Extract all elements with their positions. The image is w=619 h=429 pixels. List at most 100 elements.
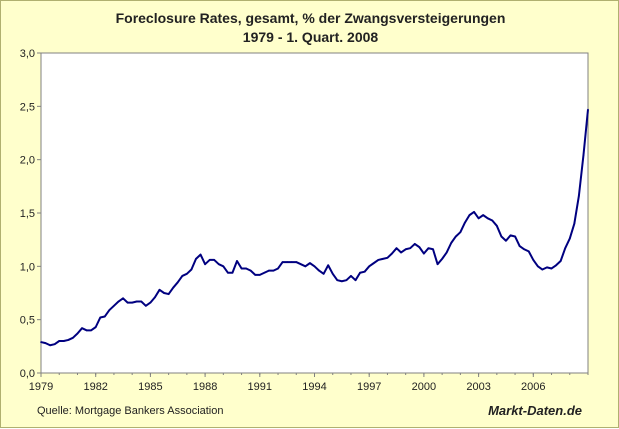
data-point: [154, 296, 156, 299]
data-point: [578, 195, 580, 197]
data-point: [304, 265, 307, 268]
data-point: [44, 342, 47, 344]
data-point: [126, 301, 129, 304]
data-point: [67, 339, 70, 341]
data-point: [359, 271, 361, 274]
data-point: [62, 340, 65, 342]
data-point: [537, 265, 539, 268]
y-tick-label: 0,0: [20, 368, 35, 380]
data-point: [409, 247, 412, 249]
y-tick-label: 3,0: [20, 48, 35, 60]
data-point: [386, 257, 389, 259]
data-point: [81, 327, 83, 330]
data-point: [163, 292, 165, 294]
data-point: [99, 316, 102, 319]
data-point: [213, 259, 216, 261]
data-point: [53, 343, 56, 346]
data-point: [290, 261, 293, 263]
data-point: [372, 262, 375, 264]
data-point: [113, 305, 115, 307]
data-point: [527, 250, 530, 253]
data-point: [336, 279, 339, 282]
data-point: [94, 326, 97, 328]
data-point: [40, 341, 42, 343]
data-point: [318, 269, 320, 272]
data-point: [76, 332, 79, 335]
data-point: [104, 315, 106, 318]
data-point: [395, 247, 398, 249]
y-tick-label: 0,5: [20, 315, 35, 327]
y-tick-label: 1,5: [20, 208, 35, 220]
data-point: [277, 267, 279, 270]
data-point: [190, 268, 193, 271]
data-point: [436, 263, 439, 266]
data-point: [331, 273, 334, 275]
data-point: [518, 245, 521, 247]
data-point: [363, 270, 366, 273]
data-point: [300, 263, 302, 266]
data-point: [423, 252, 425, 255]
data-point: [236, 260, 238, 262]
chart-title-line-2: 1979 - 1. Quart. 2008: [242, 29, 379, 45]
data-point: [354, 279, 357, 282]
data-point: [482, 214, 484, 216]
data-point: [117, 300, 120, 303]
x-axis: 1979 1982 1985 1988 1991 1994 1997 2000 2003 2006: [29, 373, 589, 393]
data-point: [135, 300, 138, 303]
data-point: [345, 279, 348, 282]
data-point: [186, 273, 188, 275]
data-point: [281, 261, 284, 263]
y-tick-label: 2,0: [20, 155, 35, 167]
data-point: [441, 258, 443, 260]
data-point: [459, 231, 462, 233]
data-point: [455, 235, 457, 238]
data-point: [404, 248, 407, 251]
data-point: [204, 263, 206, 266]
data-point: [268, 269, 270, 272]
data-point: [227, 271, 229, 274]
data-point: [176, 281, 179, 284]
data-point: [222, 265, 225, 268]
data-point: [500, 235, 503, 238]
data-point: [322, 273, 325, 275]
data-point: [432, 248, 434, 251]
data-point: [587, 108, 589, 111]
data-point: [199, 253, 202, 256]
x-tick-label: 1997: [357, 381, 381, 393]
data-point: [140, 300, 143, 303]
data-point: [468, 214, 471, 216]
data-point: [149, 301, 152, 304]
watermark: Markt-Daten.de: [488, 403, 582, 418]
data-point: [217, 263, 220, 266]
data-point: [90, 329, 92, 332]
data-point: [541, 268, 544, 271]
data-point: [249, 269, 252, 272]
x-tick-label: 2003: [466, 381, 490, 393]
data-point: [49, 344, 51, 347]
y-axis: 0,0 0,5 1,0 1,5 2,0 2,5 3,0: [20, 48, 41, 380]
data-point: [523, 248, 525, 251]
data-point: [445, 251, 448, 254]
data-point: [85, 329, 88, 332]
data-point: [377, 259, 380, 261]
chart-title: Foreclosure Rates, gesamt, % der Zwangsv…: [1, 9, 619, 47]
data-point: [491, 219, 494, 222]
data-point: [195, 258, 197, 260]
data-point: [413, 243, 416, 245]
data-point: [546, 266, 548, 269]
data-point: [158, 289, 161, 291]
data-point: [58, 340, 61, 342]
data-point: [240, 267, 243, 270]
data-point: [172, 286, 174, 289]
plot-area: [40, 52, 589, 374]
data-point: [254, 274, 257, 276]
data-point: [568, 237, 571, 240]
data-point: [231, 271, 234, 274]
data-point: [368, 265, 371, 268]
x-tick-label: 1994: [302, 381, 326, 393]
data-point: [122, 297, 124, 300]
source-note: Quelle: Mortgage Bankers Association: [37, 405, 224, 417]
data-point: [427, 247, 430, 249]
